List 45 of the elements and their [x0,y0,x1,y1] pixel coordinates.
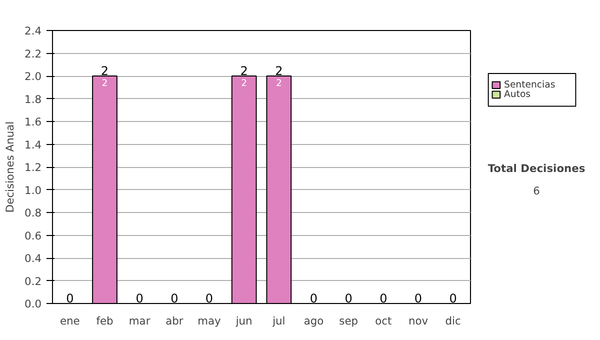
total-label: 0 [449,292,457,306]
text: 0.8 [24,206,42,220]
legend-label: Autos [504,89,531,100]
total-label: 2 [100,64,109,78]
x-tick-label: dic [445,314,462,328]
total-label: 0 [136,292,144,306]
x-tick-label: feb [96,314,114,328]
x-tick-label: sep [339,314,358,328]
total-label: 0 [380,292,388,306]
y-axis-title: Decisiones Anual [4,121,17,213]
x-tick-label: abr [166,314,184,328]
legend-label: Sentencias [504,80,556,91]
x-tick-label: oct [375,314,392,328]
x-tick-label: mar [128,314,151,328]
total-label: 0 [414,292,422,306]
text: 1.6 [24,116,42,128]
x-tick-label: nov [408,314,428,328]
total-label: 2 [275,64,283,78]
text: 1.4 [24,138,42,152]
text: 0.4 [24,252,42,265]
text: 0.2 [24,274,42,288]
text: 0.0 [24,298,42,310]
total-label: 2 [240,64,248,78]
data-label: 2 [241,78,248,89]
text: 1.2 [24,161,42,174]
text: 1.0 [24,184,42,197]
x-tick-label: jul [272,314,286,328]
total-label: 0 [310,292,318,306]
text: 2.2 [24,47,42,60]
text: 1.8 [24,92,42,106]
text: 2.0 [24,70,42,83]
total-label: 0 [66,292,74,306]
x-tick-label: ene [60,314,80,328]
x-tick-label: jun [234,314,252,328]
total-label: 0 [170,292,178,306]
text: 0.6 [24,229,42,242]
text: 6 [533,184,540,198]
total-label: 0 [344,292,352,306]
x-tick-label: ago [304,314,324,328]
text: Total Decisiones [488,162,586,176]
total-label: 0 [205,292,214,306]
data-label: 2 [102,78,108,89]
text: 2.4 [24,24,42,38]
data-label: 2 [276,78,282,89]
x-tick-label: may [198,314,221,328]
